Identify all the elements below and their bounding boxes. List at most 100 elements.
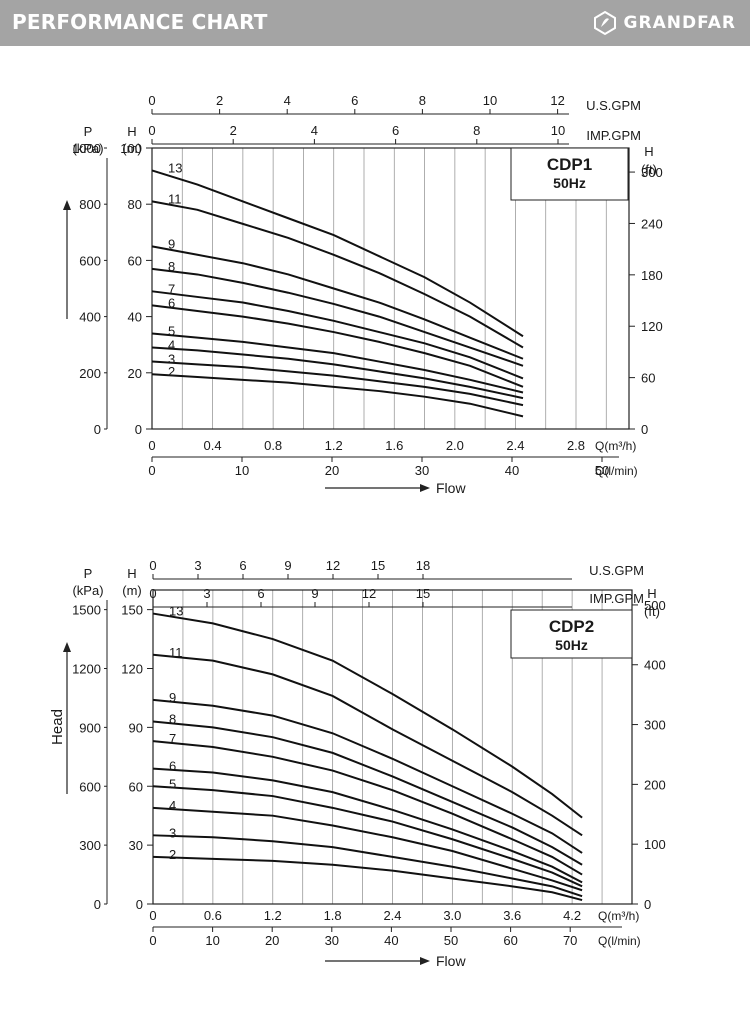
cdp1-impgpm-tick-label: 10 [551, 123, 565, 138]
cdp2-ft-tick-label: 400 [644, 658, 666, 673]
cdp2-x-tick-label: 1.8 [324, 908, 342, 923]
cdp1-curve-stage-9 [151, 245, 524, 360]
cdp1-ft-unit: (ft) [641, 162, 657, 177]
cdp1-ft-tick-label: 300 [641, 165, 663, 180]
cdp2-curve-stage-9 [152, 698, 583, 854]
cdp2-lmin-tick-label: 50 [444, 933, 458, 948]
cdp1-plot-frame [151, 147, 630, 430]
cdp1-ft-tick-label: 60 [641, 371, 655, 386]
cdp1-x-tick-label: 0.8 [264, 438, 282, 453]
cdp2-impgpm-tick-label: 9 [311, 586, 318, 601]
cdp2-ft-tick-label: 200 [644, 777, 666, 792]
cdp2-curve-stage-6 [152, 767, 583, 884]
cdp1-curve-stage-13 [151, 169, 524, 338]
cdp1-ym-tick-label: 100 [120, 141, 142, 156]
cdp1-impgpm-tick-label: 8 [473, 123, 480, 138]
cdp1-ym-label: H [127, 124, 136, 139]
cdp1-curve-stage-6 [151, 304, 524, 388]
cdp1-kpa-unit: (kPa) [72, 141, 103, 156]
cdp1-usgpm-tick-label: 2 [216, 93, 223, 108]
cdp1-flow-label: Flow [436, 480, 466, 496]
cdp2-kpa-unit: (kPa) [72, 583, 103, 598]
cdp2-curve-label-11: 11 [169, 645, 183, 660]
cdp1-ft-tick-label: 180 [641, 268, 663, 283]
cdp2-flow-label: Flow [436, 953, 466, 969]
cdp2-curve-label-2: 2 [169, 847, 176, 862]
cdp2-curve-stage-2 [152, 855, 583, 902]
cdp2-ym-tick-label: 150 [121, 603, 143, 618]
cdp2-usgpm-tick-label: 18 [416, 558, 430, 573]
cdp1-curve-stage-3 [151, 360, 524, 407]
cdp1-flow-arrow-head [420, 484, 430, 492]
cdp2-curve-label-9: 9 [169, 690, 176, 705]
cdp2-plot-frame [152, 589, 633, 905]
cdp1-usgpm-tick-label: 4 [284, 93, 291, 108]
cdp1-usgpm-tick-label: 0 [148, 93, 155, 108]
cdp2-impgpm-tick-label: 6 [257, 586, 264, 601]
cdp2-impgpm-tick-label: 0 [149, 586, 156, 601]
cdp1-usgpm-tick-label: 8 [419, 93, 426, 108]
cdp2-head-label: Head [49, 709, 66, 745]
cdp2-curve-stage-8 [152, 720, 583, 866]
cdp2-curve-label-6: 6 [169, 759, 176, 774]
cdp1-usgpm-tick-label: 10 [483, 93, 497, 108]
cdp2-ym-tick-label: 30 [129, 838, 143, 853]
cdp1-lmin-tick-label: 0 [148, 463, 155, 478]
cdp1-kpa-tick-label: 200 [79, 366, 101, 381]
cdp1-curve-label-2: 2 [168, 364, 175, 379]
cdp1-curve-label-13: 13 [168, 160, 182, 175]
cdp1-impgpm-tick-label: 0 [148, 123, 155, 138]
cdp1-lmin-tick-label: 10 [235, 463, 249, 478]
cdp1-head-arrow-head [63, 200, 71, 210]
cdp1-curve-label-3: 3 [168, 352, 175, 367]
cdp1-curve-stage-5 [151, 332, 524, 394]
cdp2-kpa-tick-label: 300 [79, 838, 101, 853]
cdp2-curve-label-5: 5 [169, 776, 176, 791]
cdp2-lmin-tick-label: 30 [325, 933, 339, 948]
cdp2-ym-tick-label: 120 [121, 662, 143, 677]
cdp1-lmin-tick-label: 20 [325, 463, 339, 478]
cdp1-x-tick-label: 2.4 [506, 438, 524, 453]
cdp2-lmin-tick-label: 10 [205, 933, 219, 948]
cdp2-lmin-tick-label: 0 [149, 933, 156, 948]
cdp2-kpa-tick-label: 600 [79, 779, 101, 794]
cdp2-ft-unit: (ft) [644, 604, 660, 619]
cdp2-curve-stage-5 [152, 785, 583, 888]
cdp2-ym-tick-label: 0 [136, 897, 143, 912]
cdp1-impgpm-tick-label: 6 [392, 123, 399, 138]
cdp1-x-tick-label: 2.0 [446, 438, 464, 453]
cdp1-impgpm-tick-label: 4 [311, 123, 318, 138]
cdp1-ym-tick-label: 20 [128, 366, 142, 381]
cdp1-x-tick-label: 0.4 [204, 438, 222, 453]
cdp1-model-box [510, 147, 629, 201]
cdp1-model-frequency: 50Hz [553, 175, 586, 191]
cdp2-usgpm-tick-label: 0 [149, 558, 156, 573]
cdp2-ym-unit: (m) [122, 583, 142, 598]
cdp1-curve-label-5: 5 [168, 323, 175, 338]
grandfar-logo-icon [593, 10, 616, 36]
cdp2-x-tick-label: 1.2 [264, 908, 282, 923]
cdp2-flow-arrow-head [420, 957, 430, 965]
cdp2-usgpm-tick-label: 3 [194, 558, 201, 573]
cdp1-curve-label-6: 6 [168, 295, 175, 310]
cdp2-usgpm-axis-label: U.S.GPM [589, 563, 644, 578]
cdp1-kpa-tick-label: 600 [79, 253, 101, 268]
cdp2-impgpm-tick-label: 15 [416, 586, 430, 601]
cdp2-lmin-tick-label: 40 [384, 933, 398, 948]
cdp2-model-frequency: 50Hz [555, 637, 588, 653]
cdp1-lmin-axis-label: Q(l/min) [595, 464, 638, 478]
cdp2-x-tick-label: 3.6 [503, 908, 521, 923]
cdp2-ft-tick-label: 500 [644, 598, 666, 613]
cdp2-x-tick-label: 4.2 [563, 908, 581, 923]
cdp1-kpa-tick-label: 0 [94, 422, 101, 437]
cdp2-usgpm-tick-label: 6 [239, 558, 246, 573]
cdp2-ft-tick-label: 0 [644, 897, 651, 912]
cdp1-model-name: CDP1 [547, 155, 592, 174]
cdp2-curve-label-13: 13 [169, 604, 183, 619]
cdp1-lmin-tick-label: 30 [415, 463, 429, 478]
cdp2-lmin-tick-label: 70 [563, 933, 577, 948]
cdp1-lmin-tick-label: 40 [505, 463, 519, 478]
cdp2-curve-label-8: 8 [169, 711, 176, 726]
cdp2-kpa-tick-label: 900 [79, 720, 101, 735]
